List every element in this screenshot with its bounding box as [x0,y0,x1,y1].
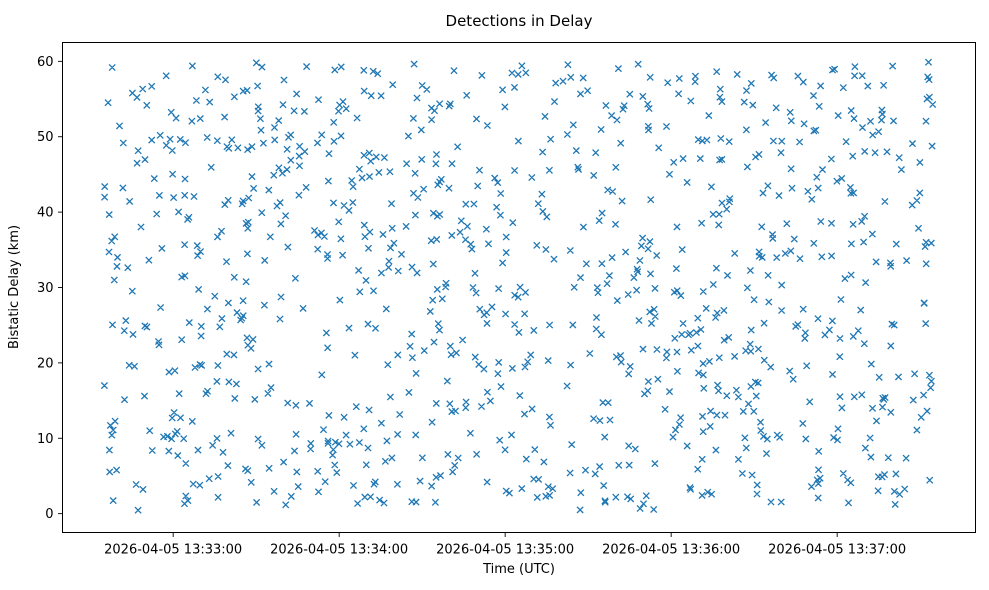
y-tick-label: 40 [37,206,54,221]
x-tick-label: 2026-04-05 13:36:00 [602,543,740,558]
y-tick-label: 0 [45,507,53,522]
scatter-marker-path [100,58,937,514]
x-tick-label: 2026-04-05 13:37:00 [768,543,906,558]
scatter-points [100,58,937,514]
x-tick-label: 2026-04-05 13:34:00 [270,543,408,558]
y-tick-label: 30 [37,281,54,296]
x-tick-label: 2026-04-05 13:33:00 [104,543,242,558]
y-tick-label: 50 [37,130,54,145]
y-axis-label: Bistatic Delay (km) [7,225,22,349]
x-tick-label: 2026-04-05 13:35:00 [436,543,574,558]
y-tick-label: 10 [37,432,54,447]
y-tick-label: 20 [37,356,54,371]
x-axis-label: Time (UTC) [482,562,555,577]
chart-title: Detections in Delay [446,12,593,30]
y-tick-label: 60 [37,55,54,70]
